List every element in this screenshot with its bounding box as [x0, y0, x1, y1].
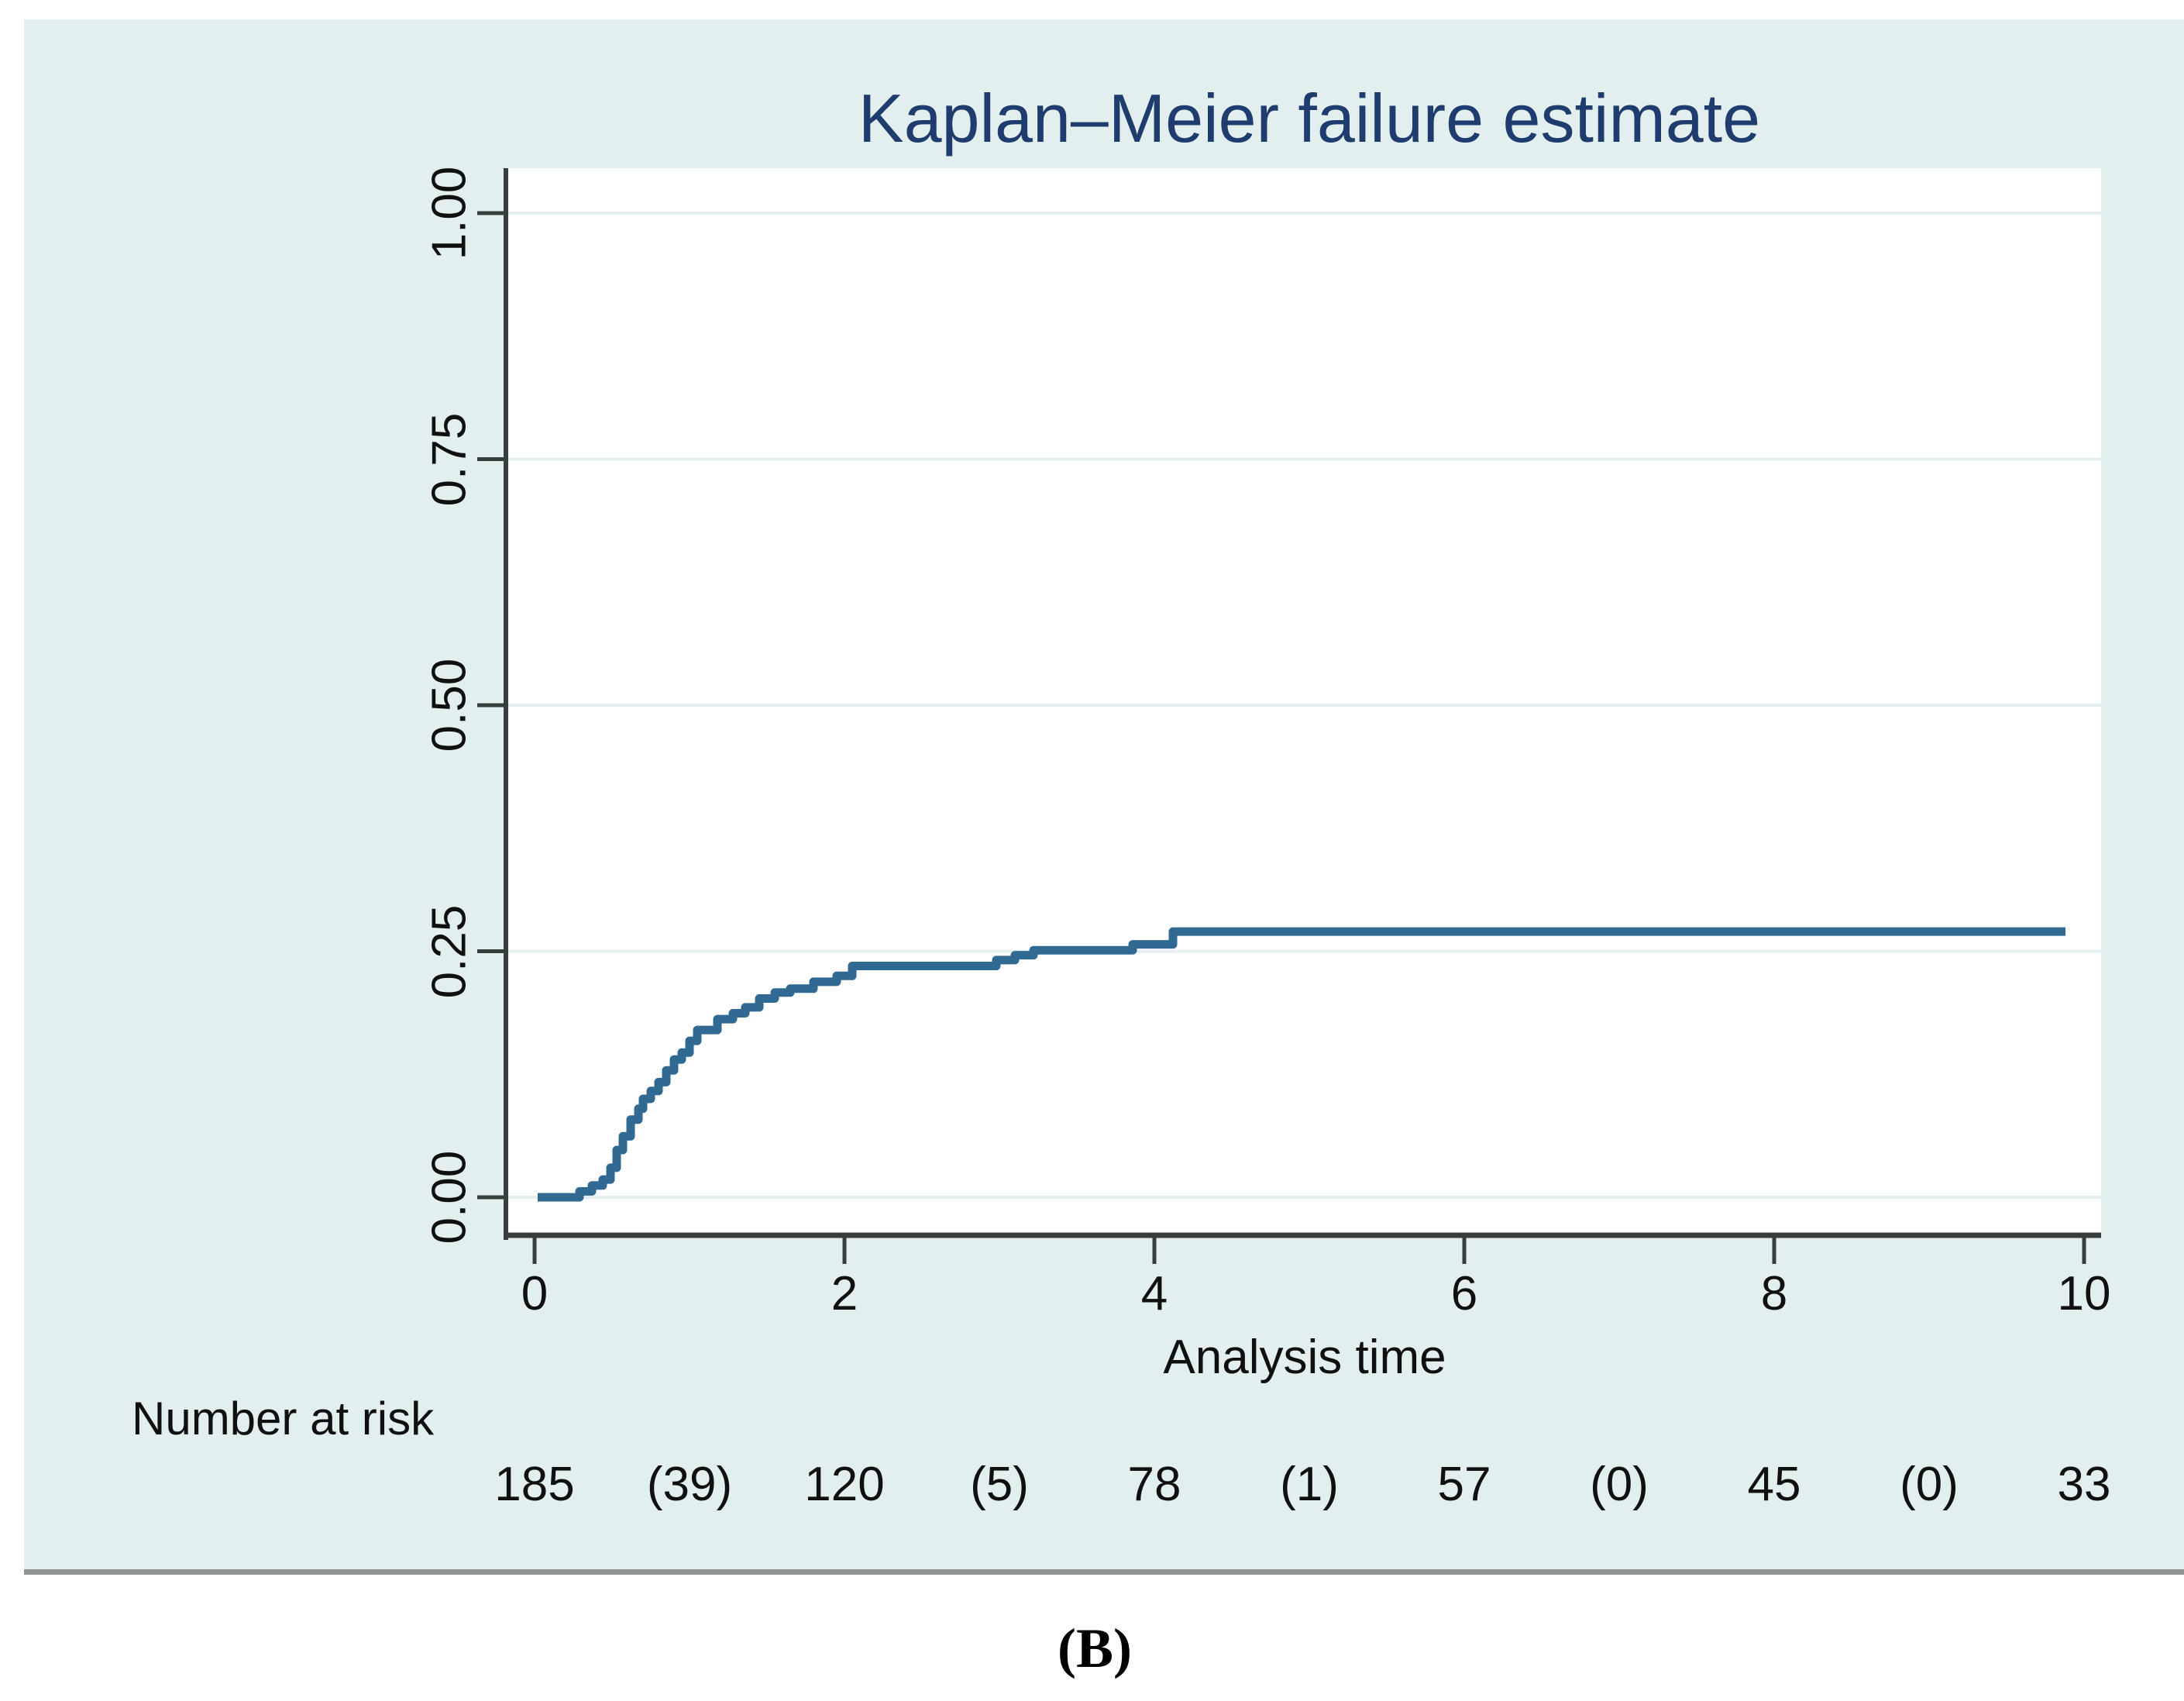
x-tick-label-0: 0 — [521, 1267, 549, 1321]
risk-value-t9: (0) — [1900, 1458, 1959, 1511]
y-tick-label-1.00: 1.00 — [422, 166, 476, 260]
risk-value-t5: (1) — [1280, 1458, 1339, 1511]
risk-value-t0: 185 — [494, 1458, 575, 1511]
chart-title: Kaplan–Meier failure estimate — [858, 80, 1761, 157]
risk-value-t4: 78 — [1127, 1458, 1181, 1511]
y-tick-label-0.50: 0.50 — [422, 658, 476, 752]
risk-value-t1: (39) — [646, 1458, 733, 1511]
km-failure-curve — [538, 927, 2065, 1202]
y-tick-label-0.25: 0.25 — [422, 904, 476, 998]
plot-area — [508, 168, 2101, 1238]
y-tick-label-0.75: 0.75 — [422, 412, 476, 506]
risk-value-t8: 45 — [1747, 1458, 1801, 1511]
x-tick-label-2: 2 — [831, 1267, 858, 1321]
y-tick-label-0.00: 0.00 — [422, 1150, 476, 1245]
risk-value-t3: (5) — [970, 1458, 1029, 1511]
risk-value-t10: 33 — [2057, 1458, 2111, 1511]
risk-value-t7: (0) — [1590, 1458, 1649, 1511]
risk-value-t2: 120 — [804, 1458, 885, 1511]
x-tick-label-8: 8 — [1760, 1267, 1788, 1321]
x-tick-label-6: 6 — [1450, 1267, 1478, 1321]
x-tick-label-4: 4 — [1140, 1267, 1168, 1321]
subfigure-label: (B) — [1058, 1617, 1132, 1679]
number-at-risk-label: Number at risk — [132, 1393, 435, 1444]
x-axis-title: Analysis time — [1163, 1331, 1446, 1384]
x-tick-label-10: 10 — [2057, 1267, 2111, 1321]
risk-value-t6: 57 — [1437, 1458, 1491, 1511]
